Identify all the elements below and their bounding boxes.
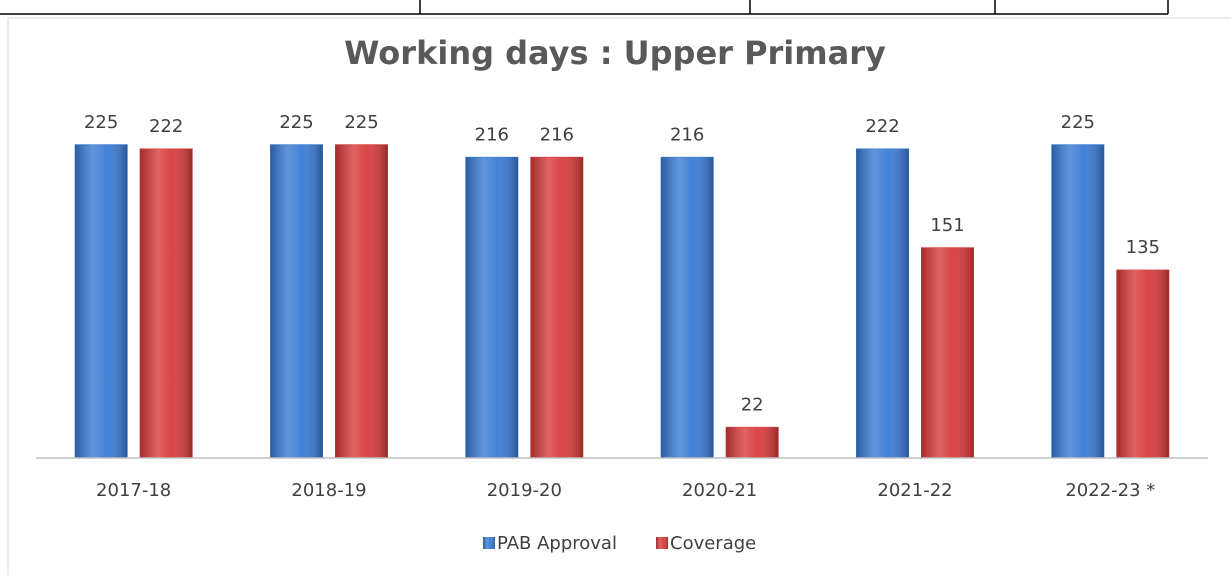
bar-shading (335, 144, 388, 459)
bar-shading (1116, 270, 1169, 458)
bar-shading (661, 157, 714, 458)
value-label: 222 (865, 116, 899, 137)
legend-label: Coverage (670, 533, 756, 554)
bar-shading (75, 144, 128, 459)
legend-swatch-shading (656, 537, 668, 549)
bar-shading (530, 157, 583, 458)
value-label: 225 (1061, 112, 1095, 133)
value-label: 216 (475, 124, 509, 145)
bar-shading (465, 157, 518, 458)
bar-shading (856, 148, 909, 458)
chart-title: Working days : Upper Primary (344, 34, 886, 72)
value-label: 225 (84, 112, 118, 133)
value-label: 222 (149, 116, 183, 137)
bar-shading (270, 144, 323, 459)
bar-shading (726, 427, 779, 458)
x-tick-label: 2021-22 (877, 480, 952, 501)
legend-label: PAB Approval (497, 533, 617, 554)
x-tick-label: 2017-18 (96, 480, 171, 501)
x-tick-label: 2019-20 (487, 480, 562, 501)
bar-shading (1051, 144, 1104, 459)
x-tick-label: 2020-21 (682, 480, 757, 501)
x-tick-label: 2018-19 (291, 480, 366, 501)
value-label: 151 (930, 215, 964, 236)
bar-shading (140, 148, 193, 458)
value-label: 216 (540, 124, 574, 145)
value-label: 22 (741, 394, 764, 415)
table-fragment (0, 0, 1169, 15)
value-label: 225 (344, 112, 378, 133)
value-label: 216 (670, 124, 704, 145)
x-tick-label: 2022-23 * (1065, 480, 1155, 501)
value-label: 135 (1126, 237, 1160, 258)
value-label: 225 (279, 112, 313, 133)
bar-shading (921, 247, 974, 458)
legend-swatch-shading (483, 537, 495, 549)
chart-border (7, 17, 1231, 575)
